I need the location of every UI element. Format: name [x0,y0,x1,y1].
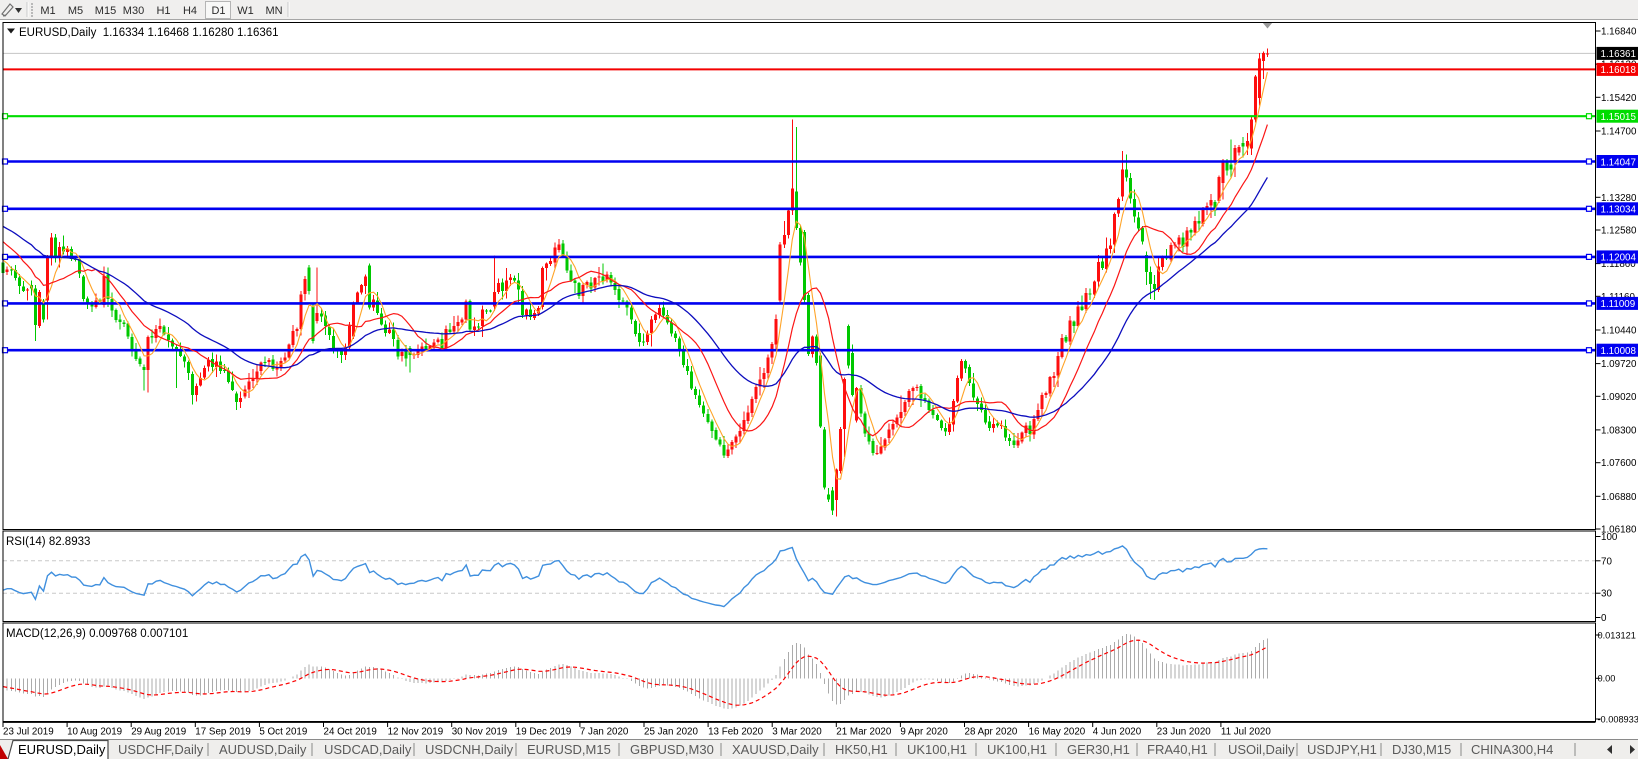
svg-text:21 Mar 2020: 21 Mar 2020 [836,727,892,738]
svg-text:1.09720: 1.09720 [1601,359,1637,370]
svg-text:1.14700: 1.14700 [1601,127,1637,138]
svg-text:16 May 2020: 16 May 2020 [1029,727,1086,738]
svg-text:1.16840: 1.16840 [1601,27,1637,38]
svg-text:USDCHF,Daily: USDCHF,Daily [118,742,204,757]
svg-text:1.15420: 1.15420 [1601,93,1637,104]
svg-text:H4: H4 [183,5,197,17]
svg-text:13 Feb 2020: 13 Feb 2020 [708,727,764,738]
svg-text:10 Aug 2019: 10 Aug 2019 [67,727,122,738]
svg-text:M30: M30 [123,5,144,17]
svg-text:1.14047: 1.14047 [1601,157,1636,168]
svg-text:23 Jul 2019: 23 Jul 2019 [3,727,54,738]
svg-text:1.12004: 1.12004 [1601,253,1637,264]
svg-text:1.16018: 1.16018 [1601,65,1637,76]
svg-text:XAUUSD,Daily: XAUUSD,Daily [732,742,819,757]
svg-text:AUDUSD,Daily: AUDUSD,Daily [219,742,307,757]
svg-text:USDJPY,H1: USDJPY,H1 [1307,742,1377,757]
svg-text:CHINA300,H4: CHINA300,H4 [1471,742,1553,757]
svg-text:1.11009: 1.11009 [1601,299,1636,310]
svg-text:29 Aug 2019: 29 Aug 2019 [131,727,186,738]
svg-text:EURUSD,Daily 1.16334 1.16468: EURUSD,Daily 1.16334 1.16468 1.16280 1.1… [19,27,279,39]
svg-text:USOil,Daily: USOil,Daily [1228,742,1295,757]
svg-text:0.00: 0.00 [1598,674,1616,684]
svg-text:GBPUSD,M30: GBPUSD,M30 [630,742,714,757]
svg-text:70: 70 [1601,556,1612,567]
svg-text:DJ30,M15: DJ30,M15 [1392,742,1451,757]
svg-text:19 Dec 2019: 19 Dec 2019 [516,727,572,738]
svg-text:UK100,H1: UK100,H1 [907,742,967,757]
svg-text:23 Jun 2020: 23 Jun 2020 [1157,727,1211,738]
svg-text:MN: MN [265,5,282,17]
svg-text:EURUSD,M15: EURUSD,M15 [527,742,611,757]
svg-text:4 Jun 2020: 4 Jun 2020 [1093,727,1142,738]
svg-text:30 Nov 2019: 30 Nov 2019 [452,727,508,738]
svg-text:1.07600: 1.07600 [1601,458,1637,469]
svg-text:3 Mar 2020: 3 Mar 2020 [772,727,822,738]
svg-text:1.13280: 1.13280 [1601,193,1637,204]
svg-text:USDCAD,Daily: USDCAD,Daily [324,742,412,757]
svg-text:1.09020: 1.09020 [1601,392,1637,403]
svg-text:11 Jul 2020: 11 Jul 2020 [1221,727,1271,738]
svg-text:1.08300: 1.08300 [1601,425,1637,436]
svg-text:1.16361: 1.16361 [1601,49,1636,60]
svg-text:28 Apr 2020: 28 Apr 2020 [965,727,1018,738]
svg-text:17 Sep 2019: 17 Sep 2019 [195,727,251,738]
svg-text:H1: H1 [156,5,170,17]
svg-text:7 Jan 2020: 7 Jan 2020 [580,727,629,738]
svg-text:HK50,H1: HK50,H1 [835,742,888,757]
svg-text:9 Apr 2020: 9 Apr 2020 [900,727,948,738]
svg-text:12 Nov 2019: 12 Nov 2019 [388,727,444,738]
svg-text:RSI(14) 82.8933: RSI(14) 82.8933 [6,536,90,548]
svg-text:100: 100 [1601,532,1618,543]
svg-text:1.10440: 1.10440 [1601,326,1637,337]
svg-text:M15: M15 [95,5,116,17]
svg-text:D1: D1 [211,5,225,17]
svg-text:0.013121: 0.013121 [1598,630,1636,640]
svg-text:1.10008: 1.10008 [1601,346,1637,357]
svg-text:MACD(12,26,9) 0.009768 0.00710: MACD(12,26,9) 0.009768 0.007101 [6,628,188,640]
svg-text:M5: M5 [68,5,83,17]
svg-text:W1: W1 [237,5,254,17]
svg-text:30: 30 [1601,589,1612,600]
svg-text:M1: M1 [40,5,55,17]
svg-text:UK100,H1: UK100,H1 [987,742,1047,757]
svg-text:24 Oct 2019: 24 Oct 2019 [324,727,377,738]
svg-text:FRA40,H1: FRA40,H1 [1147,742,1208,757]
svg-text:1.15015: 1.15015 [1601,112,1637,123]
svg-text:-0.008933: -0.008933 [1598,714,1638,724]
svg-text:5 Oct 2019: 5 Oct 2019 [259,727,307,738]
svg-text:1.06880: 1.06880 [1601,492,1637,503]
svg-text:1.13034: 1.13034 [1601,205,1637,216]
svg-text:0: 0 [1601,613,1607,624]
svg-text:USDCNH,Daily: USDCNH,Daily [425,742,514,757]
svg-text:25 Jan 2020: 25 Jan 2020 [644,727,698,738]
svg-text:GER30,H1: GER30,H1 [1067,742,1130,757]
svg-text:EURUSD,Daily: EURUSD,Daily [18,742,106,757]
svg-text:1.12580: 1.12580 [1601,226,1637,237]
